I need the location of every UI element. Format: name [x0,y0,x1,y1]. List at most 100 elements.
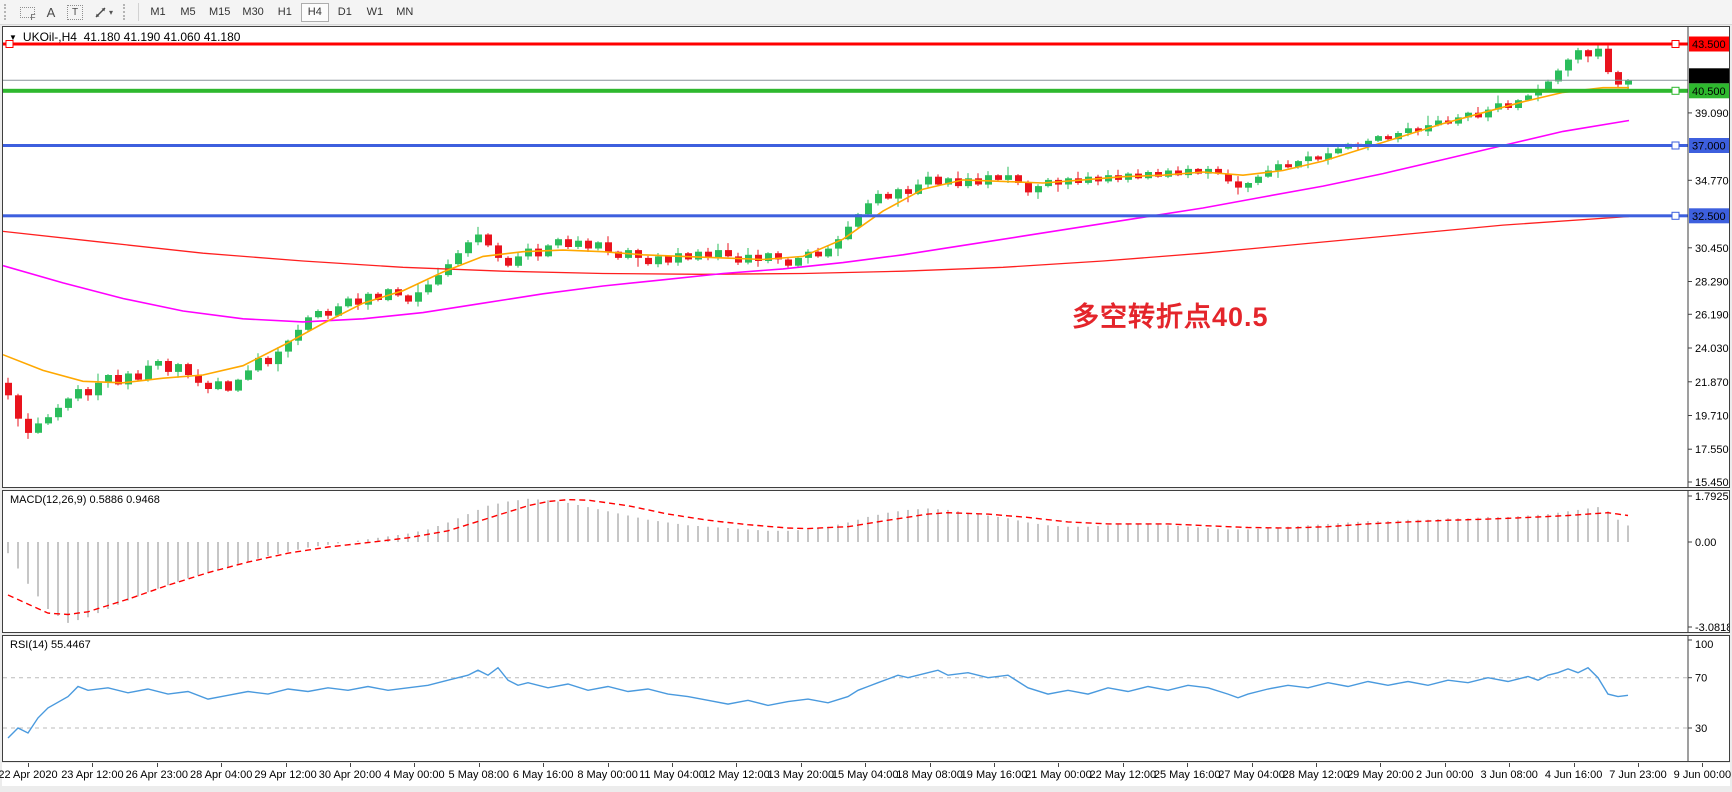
timeframe-button-d1[interactable]: D1 [331,3,359,22]
pivot-annotation-text: 多空转折点40.5 [1072,302,1269,332]
price-axis[interactable]: 39.090 34.770 30.450 28.290 26.190 24.030 21.8… [1687,27,1729,487]
time-axis-label: 8 May 00:00 [577,769,638,781]
time-tick [1638,763,1639,767]
time-tick [1187,763,1189,767]
svg-text:41.180: 41.180 [1692,71,1726,83]
chart-ohlc-values: 41.180 41.190 41.060 41.180 [83,30,241,44]
time-tick [1509,763,1511,767]
time-tick [156,763,158,767]
ma-fast-line [3,86,1629,384]
timeframe-button-group: M1 M5 M15 M30 H1 H4 D1 W1 MN [143,2,420,22]
time-tick [1573,763,1575,767]
hline-37.000[interactable] [3,144,1688,147]
figure-frame-tool[interactable]: F [15,2,39,22]
text-box-icon: T [67,4,83,20]
price-tick-label: 15.450 [1695,477,1729,487]
price-chart-surface[interactable]: 39.090 34.770 30.450 28.290 26.190 24.030 21.8… [3,27,1729,487]
chart-menu-triangle-icon[interactable]: ▼ [9,33,17,42]
text-label-tool[interactable]: A [39,2,63,22]
price-badge-40.500 [1689,83,1729,99]
hline-handle-right-43.500[interactable] [1671,40,1680,48]
hline-handle-right-37.000[interactable] [1671,141,1680,150]
rsi-tick-label: 30 [1695,723,1707,735]
main-chart-panel: 39.090 34.770 30.450 28.290 26.190 24.030 21.8… [2,26,1730,488]
time-axis-label: 9 Jun 00:00 [1673,769,1732,781]
timeframe-button-w1[interactable]: W1 [361,3,389,22]
time-axis-label: 12 May 12:00 [703,769,770,781]
timeframe-toolbar-grip[interactable] [123,4,129,20]
rsi-label: RSI(14) 55.4467 [10,639,91,651]
toolbar-grip[interactable] [4,4,10,20]
timeframe-button-m1[interactable]: M1 [144,3,172,22]
hline-43.500[interactable] [3,42,1688,46]
time-axis-label: 7 Jun 23:00 [1609,769,1667,781]
timeframe-button-m30[interactable]: M30 [237,3,268,22]
time-tick [1058,763,1060,767]
price-badge-32.500 [1689,208,1729,224]
time-axis-label: 22 Apr 2020 [0,769,58,781]
dotted-frame-icon: F [19,6,36,22]
hline-40.500[interactable] [3,88,1688,93]
time-tick [92,763,94,767]
rsi-chart-surface[interactable]: 100 70 30 [3,636,1729,761]
hline-handle-right-40.500[interactable] [1671,86,1680,95]
price-tick-label: 26.190 [1695,309,1729,321]
price-tick-label: 19.710 [1695,411,1729,423]
svg-text:37.000: 37.000 [1692,141,1726,153]
time-axis-label: 26 Apr 23:00 [125,769,188,781]
timeframe-button-h4[interactable]: H4 [300,2,329,22]
macd-tick-label: 1.7925 [1695,491,1729,503]
time-tick [1380,763,1382,767]
letter-a-icon: A [46,4,56,20]
svg-text:40.500: 40.500 [1692,86,1726,98]
price-badge-43.500 [1689,36,1729,52]
timeframe-button-m15[interactable]: M15 [204,3,235,22]
candles-layer [5,45,1632,439]
line-studies-tool[interactable]: ▾ [87,2,119,22]
price-badge-37.000 [1689,138,1729,153]
rsi-line [7,666,1629,739]
macd-label: MACD(12,26,9) 0.5886 0.9468 [10,494,160,506]
macd-chart-surface[interactable]: 1.7925 0.00 -3.0818 [3,491,1729,632]
time-tick [543,763,545,767]
time-tick [1316,763,1317,767]
time-tick [414,763,416,767]
time-axis-label: 11 May 04:00 [639,769,705,781]
time-tick [478,763,480,767]
time-axis-label: 30 Apr 20:00 [318,769,382,781]
rsi-panel: 100 70 30 RSI(14) 55.4467 [2,635,1730,762]
time-tick [350,763,351,767]
time-axis-label: 18 May 08:00 [896,769,963,781]
time-axis-label: 28 Apr 04:00 [189,769,253,781]
price-tick-label: 28.290 [1695,277,1729,289]
toolbar-separator [138,3,139,21]
rsi-tick-label: 70 [1695,673,1707,685]
hline-handle-right-32.500[interactable] [1671,211,1680,220]
time-tick [929,763,931,767]
time-axis-label: 29 May 20:00 [1347,769,1414,781]
hline-handle-left-43.500[interactable] [5,40,14,48]
time-axis-label: 21 May 00:00 [1025,769,1092,781]
price-tick-label: 39.090 [1695,108,1729,120]
time-tick [221,763,223,767]
time-tick [994,763,995,767]
text-tool[interactable]: T [63,2,87,22]
time-tick [1122,763,1124,767]
macd-tick-label: 0.00 [1695,537,1716,549]
time-tick [607,763,609,767]
timeframe-button-h1[interactable]: H1 [271,3,299,22]
toolbar: F A T ▾ M1 M5 M15 M30 H1 H4 D1 W1 MN [0,0,1732,25]
rsi-tick-label: 100 [1695,639,1713,651]
timeframe-button-mn[interactable]: MN [391,3,419,22]
time-tick [28,763,29,767]
time-axis-label: 15 May 04:00 [831,769,899,781]
hline-32.500[interactable] [3,214,1688,218]
timeframe-button-m5[interactable]: M5 [174,3,202,22]
current-price-badge [1689,68,1729,84]
time-axis-label: 6 May 16:00 [512,769,574,781]
time-axis-label: 13 May 20:00 [767,769,835,781]
time-axis-label: 4 May 00:00 [384,769,445,781]
price-tick-label: 34.770 [1695,175,1729,187]
time-axis[interactable]: 22 Apr 2020 23 Apr 12:00 26 Apr 23:00 28 Ap… [0,763,1732,786]
